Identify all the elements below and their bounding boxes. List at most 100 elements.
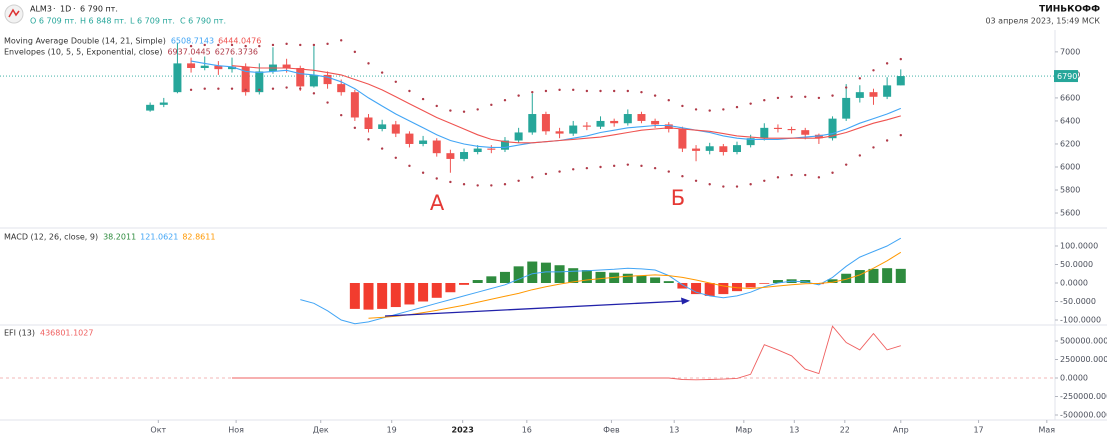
envelope-dot: [244, 88, 247, 92]
y-tick-label: 0.0000: [1060, 373, 1088, 382]
envelope-dot: [626, 89, 630, 93]
candle-body: [473, 148, 482, 153]
y-tick-label: -50.0000: [1060, 297, 1096, 306]
envelope-dot: [517, 179, 520, 183]
macd-line: [300, 237, 902, 325]
indicator-value: 6444.0476: [218, 37, 261, 46]
y-tick-label: 6000: [1060, 162, 1080, 171]
histogram-bar: [431, 282, 442, 298]
envelope-dot: [844, 86, 848, 89]
histogram-bar: [404, 282, 415, 305]
envelope-dot: [258, 44, 261, 48]
envelope-dot: [885, 62, 889, 65]
envelope-dot: [517, 94, 520, 97]
envelope-dot: [667, 170, 670, 173]
histogram-bar: [759, 282, 770, 284]
histogram-bar: [691, 282, 702, 295]
macd-line: [368, 251, 902, 319]
envelope-dot: [476, 108, 479, 111]
x-tick-label: 13: [789, 426, 799, 435]
moving-average-line: [231, 65, 901, 144]
envelope-dot: [340, 113, 343, 117]
envelope-dot: [653, 166, 657, 170]
envelope-dot: [189, 88, 193, 92]
candle-body: [842, 97, 851, 119]
candle-body: [651, 120, 660, 125]
envelope-dot: [585, 89, 589, 93]
envelope-dot: [326, 42, 329, 46]
envelope-dot: [462, 183, 466, 186]
candle-body: [187, 63, 196, 68]
candle-body: [200, 65, 209, 68]
envelope-dot: [380, 71, 384, 74]
candle-body: [500, 140, 509, 150]
envelope-dot: [558, 88, 561, 92]
envelope-dot: [790, 95, 793, 98]
envelope-dot: [681, 174, 684, 178]
y-tick-label: 7000: [1060, 47, 1080, 56]
x-tick-label: 19: [387, 426, 397, 435]
candle-body: [869, 92, 878, 97]
indicator-value: 436801.1027: [40, 329, 93, 338]
envelope-dot: [271, 43, 275, 47]
histogram-bar: [731, 282, 742, 292]
envelope-dot: [449, 109, 452, 112]
envelope-dot: [408, 164, 411, 168]
envelope-dot: [844, 163, 848, 166]
histogram-bar: [650, 277, 661, 283]
envelope-dot: [408, 89, 411, 93]
indicator-value: 38.2011: [103, 233, 136, 242]
candle-body: [337, 84, 346, 93]
envelope-dot: [558, 170, 561, 173]
indicator-label: MACD (12, 26, close, 9): [4, 233, 98, 242]
y-tick-label: 5600: [1060, 209, 1080, 218]
x-tick-label: Мар: [735, 426, 752, 435]
envelope-dot: [858, 154, 862, 157]
x-tick-label: Мая: [1038, 426, 1055, 435]
envelope-dot: [708, 183, 711, 186]
envelope-dot: [258, 88, 261, 92]
candle-body: [296, 67, 305, 87]
ohlc-high: H 6 848 пт.: [80, 17, 126, 26]
candle-body: [159, 102, 168, 105]
envelope-dot: [230, 43, 234, 47]
envelope-dot: [544, 172, 548, 176]
candle-body: [760, 127, 769, 139]
envelope-dot: [203, 87, 206, 90]
histogram-bar: [445, 282, 456, 293]
candle-body: [773, 127, 782, 129]
envelope-dot: [394, 156, 397, 159]
candle-body: [364, 117, 373, 129]
envelope-dot: [872, 146, 875, 149]
envelope-dot: [612, 89, 616, 93]
histogram-bar: [377, 282, 388, 309]
candle-body: [555, 131, 564, 134]
candle-body: [514, 132, 523, 141]
x-tick-label: Дек: [313, 426, 329, 435]
indicator-label: Moving Average Double (14, 21, Simple): [4, 37, 166, 46]
envelope-dot: [503, 183, 507, 186]
candle-body: [610, 120, 619, 124]
efi-line: [232, 325, 901, 381]
histogram-bar: [486, 276, 497, 283]
envelope-dot: [449, 180, 452, 184]
histogram-bar: [349, 282, 360, 309]
histogram-bar: [418, 282, 429, 302]
histogram-bar: [827, 279, 838, 283]
envelope-dot: [599, 165, 602, 169]
envelope-dot: [858, 77, 862, 80]
symbol-icon-mark: [8, 8, 20, 18]
candle-body: [446, 153, 455, 159]
envelope-dot: [189, 44, 193, 48]
candle-body: [814, 134, 823, 139]
candle-body: [637, 114, 646, 121]
envelope-dot: [435, 104, 438, 108]
envelope-dot: [831, 94, 834, 97]
histogram-bar: [772, 280, 783, 283]
envelope-dot: [572, 168, 575, 171]
histogram-bar: [595, 271, 606, 283]
envelope-dot: [776, 96, 780, 100]
envelope-dot: [572, 88, 575, 92]
arrow-head: [681, 297, 690, 305]
candle-body: [487, 148, 496, 150]
